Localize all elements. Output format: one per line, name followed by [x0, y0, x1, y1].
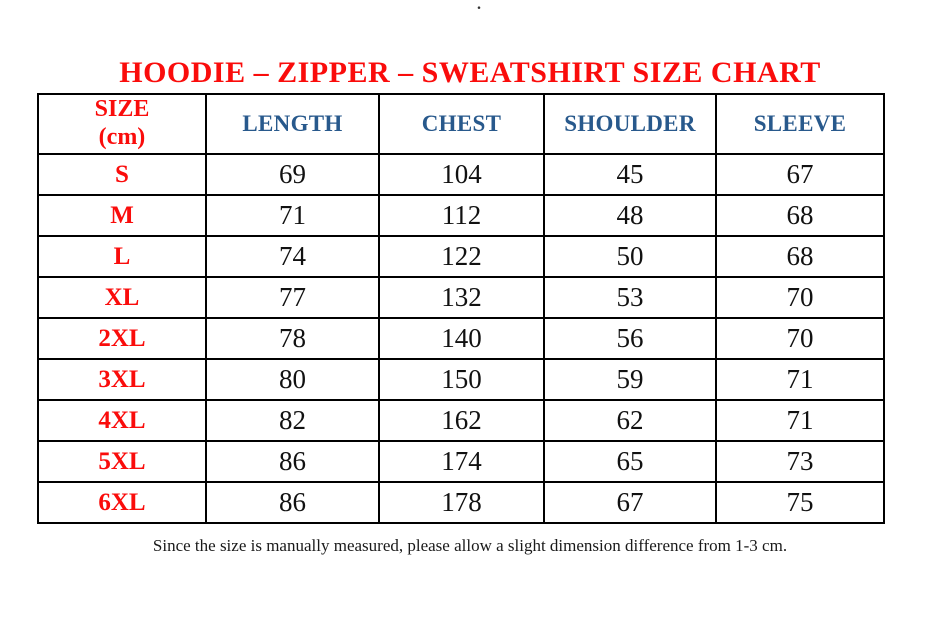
shoulder-cell: 45 — [543, 153, 717, 196]
shoulder-cell: 65 — [543, 440, 717, 483]
size-cell: L — [37, 235, 207, 278]
shoulder-cell: 53 — [543, 276, 717, 319]
size-cell: M — [37, 194, 207, 237]
footer-note: Since the size is manually measured, ple… — [152, 536, 788, 555]
size-cell: 3XL — [37, 358, 207, 401]
shoulder-cell: 50 — [543, 235, 717, 278]
stray-period-mark: . — [477, 0, 481, 13]
table-row: XL 77 132 53 70 — [37, 276, 885, 319]
size-cell: 2XL — [37, 317, 207, 360]
table-row: M 71 112 48 68 — [37, 194, 885, 237]
length-cell: 69 — [205, 153, 380, 196]
length-cell: 71 — [205, 194, 380, 237]
header-row: SIZE (cm) LENGTH CHEST SHOULDER SLEEVE — [37, 93, 885, 155]
length-cell: 74 — [205, 235, 380, 278]
sleeve-cell: 70 — [715, 276, 885, 319]
table-row: 2XL 78 140 56 70 — [37, 317, 885, 360]
chest-cell: 140 — [378, 317, 545, 360]
size-cell: S — [37, 153, 207, 196]
chest-cell: 112 — [378, 194, 545, 237]
sleeve-cell: 68 — [715, 235, 885, 278]
size-cell: XL — [37, 276, 207, 319]
chest-cell: 132 — [378, 276, 545, 319]
table-row: 5XL 86 174 65 73 — [37, 440, 885, 483]
shoulder-cell: 56 — [543, 317, 717, 360]
table-row: 4XL 82 162 62 71 — [37, 399, 885, 442]
sleeve-cell: 70 — [715, 317, 885, 360]
chest-cell: 174 — [378, 440, 545, 483]
size-cell: 5XL — [37, 440, 207, 483]
chest-cell: 104 — [378, 153, 545, 196]
column-header-length: LENGTH — [205, 93, 380, 155]
length-cell: 80 — [205, 358, 380, 401]
column-header-chest: CHEST — [378, 93, 545, 155]
size-header-line2: (cm) — [98, 124, 146, 150]
shoulder-cell: 59 — [543, 358, 717, 401]
table-row: S 69 104 45 67 — [37, 153, 885, 196]
sleeve-cell: 71 — [715, 358, 885, 401]
chest-cell: 150 — [378, 358, 545, 401]
sleeve-cell: 67 — [715, 153, 885, 196]
column-header-size: SIZE (cm) — [37, 93, 207, 155]
length-cell: 77 — [205, 276, 380, 319]
chest-cell: 178 — [378, 481, 545, 524]
size-cell: 6XL — [37, 481, 207, 524]
size-cell: 4XL — [37, 399, 207, 442]
shoulder-cell: 62 — [543, 399, 717, 442]
chest-cell: 162 — [378, 399, 545, 442]
sleeve-cell: 75 — [715, 481, 885, 524]
shoulder-cell: 67 — [543, 481, 717, 524]
length-cell: 86 — [205, 440, 380, 483]
length-cell: 78 — [205, 317, 380, 360]
chest-cell: 122 — [378, 235, 545, 278]
column-header-sleeve: SLEEVE — [715, 93, 885, 155]
sleeve-cell: 71 — [715, 399, 885, 442]
length-cell: 86 — [205, 481, 380, 524]
page-title: HOODIE – ZIPPER – SWEATSHIRT SIZE CHART — [119, 56, 821, 90]
table-row: 6XL 86 178 67 75 — [37, 481, 885, 524]
shoulder-cell: 48 — [543, 194, 717, 237]
sleeve-cell: 73 — [715, 440, 885, 483]
size-chart-table: SIZE (cm) LENGTH CHEST SHOULDER SLEEVE S… — [37, 93, 885, 524]
sleeve-cell: 68 — [715, 194, 885, 237]
table-row: L 74 122 50 68 — [37, 235, 885, 278]
table-row: 3XL 80 150 59 71 — [37, 358, 885, 401]
column-header-shoulder: SHOULDER — [543, 93, 717, 155]
length-cell: 82 — [205, 399, 380, 442]
size-header-line1: SIZE — [94, 96, 150, 123]
